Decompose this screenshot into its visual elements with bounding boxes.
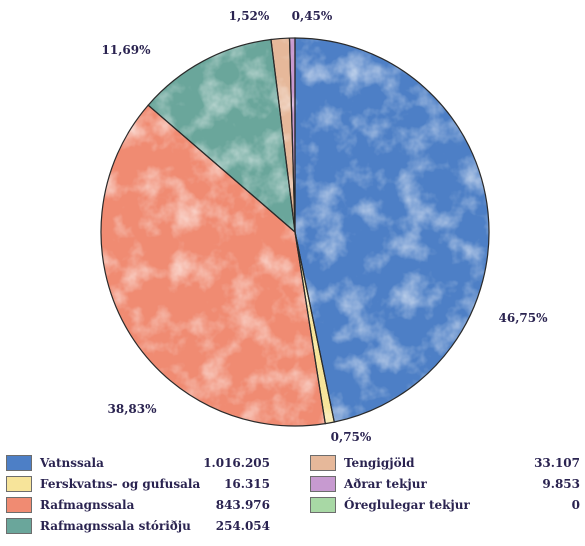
- legend-item: Rafmagnssala 843.976: [6, 496, 270, 514]
- pie-percent-label: 46,75%: [499, 311, 549, 325]
- legend-value: 9.853: [542, 477, 580, 491]
- pie-slice-outline: [100, 104, 326, 427]
- legend-label: Vatnssala: [40, 456, 104, 470]
- legend-value: 0: [571, 498, 580, 512]
- legend-swatch: [310, 455, 336, 471]
- legend-swatch: [6, 455, 32, 471]
- legend-item: Óreglulegar tekjur 0: [310, 496, 580, 514]
- legend-swatch: [310, 497, 336, 513]
- legend-swatch: [6, 497, 32, 513]
- legend-value: 843.976: [215, 498, 270, 512]
- legend-swatch: [310, 476, 336, 492]
- legend-label: Ferskvatns- og gufusala: [40, 477, 201, 491]
- pie-percent-label: 38,83%: [108, 402, 158, 416]
- legend-swatch: [6, 476, 32, 492]
- legend-item: Ferskvatns- og gufusala 16.315: [6, 475, 270, 493]
- legend-label: Óreglulegar tekjur: [344, 498, 470, 512]
- pie-slice-outline: [294, 37, 490, 423]
- legend: Vatnssala 1.016.205 Ferskvatns- og gufusal…: [0, 452, 585, 546]
- pie-percent-label: 11,69%: [102, 43, 152, 57]
- pie-slice-outline: [147, 38, 296, 234]
- cloud-texture: [101, 38, 489, 426]
- legend-value: 16.315: [224, 477, 270, 491]
- legend-label: Rafmagnssala stóriðju: [40, 519, 191, 533]
- legend-label: Aðrar tekjur: [344, 477, 427, 491]
- legend-item: Vatnssala 1.016.205: [6, 454, 270, 472]
- legend-swatch: [6, 518, 32, 534]
- pie-percent-label: 0,75%: [331, 430, 372, 444]
- legend-item: Tengigjöld 33.107: [310, 454, 580, 472]
- pie-slice-outline: [288, 37, 296, 233]
- legend-value: 1.016.205: [203, 456, 270, 470]
- legend-value: 33.107: [534, 456, 580, 470]
- legend-item: Rafmagnssala stóriðju 254.054: [6, 517, 270, 535]
- legend-label: Rafmagnssala: [40, 498, 135, 512]
- pie-percent-label: 1,52%: [229, 9, 270, 23]
- pie-chart: 46,75% 0,75% 38,83% 11,69% 1,52% 0,45%: [100, 9, 549, 444]
- pie-percent-label: 0,45%: [292, 9, 333, 23]
- legend-item: Aðrar tekjur 9.853: [310, 475, 580, 493]
- legend-label: Tengigjöld: [344, 456, 415, 470]
- legend-value: 254.054: [215, 519, 270, 533]
